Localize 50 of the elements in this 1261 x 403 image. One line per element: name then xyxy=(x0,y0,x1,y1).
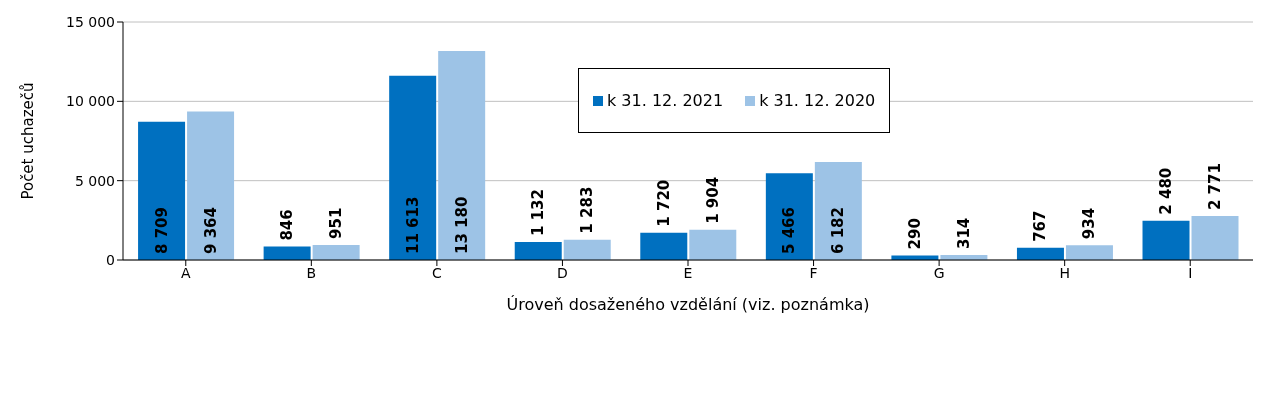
data-label: 1 904 xyxy=(703,176,722,224)
legend-label: k 31. 12. 2021 xyxy=(606,91,724,110)
bar xyxy=(765,173,813,260)
x-tick-label: A xyxy=(180,264,191,281)
data-label: 767 xyxy=(1031,210,1050,242)
data-label: 2 480 xyxy=(1157,167,1176,215)
x-tick-label: C xyxy=(432,264,442,281)
bar xyxy=(563,239,611,260)
bar xyxy=(187,111,235,260)
data-label: 6 182 xyxy=(829,207,848,254)
x-tick-label: D xyxy=(557,264,568,281)
bar xyxy=(814,161,862,260)
y-tick-label: 0 xyxy=(106,251,115,268)
bar xyxy=(138,121,186,260)
bar xyxy=(438,50,486,260)
data-label: 13 180 xyxy=(452,196,471,254)
bar xyxy=(312,244,360,260)
data-label: 11 613 xyxy=(403,196,422,254)
bar xyxy=(389,75,437,260)
data-label: 934 xyxy=(1080,207,1099,240)
data-label: 951 xyxy=(327,207,346,239)
x-axis-title: Úroveň dosaženého vzdělání (viz. poznámka) xyxy=(506,295,870,314)
x-tick-label: G xyxy=(933,264,945,281)
x-tick-label: B xyxy=(306,264,317,281)
data-label: 5 466 xyxy=(780,207,799,254)
bar xyxy=(1191,216,1239,260)
bar xyxy=(514,242,562,260)
data-label: 1 132 xyxy=(529,189,548,237)
bar xyxy=(689,229,737,260)
y-tick-label: 15 000 xyxy=(66,13,115,30)
y-axis-title: Počet uchazečů xyxy=(19,82,38,200)
x-tick-label: F xyxy=(809,264,818,281)
y-tick-label: 5 000 xyxy=(74,172,115,189)
data-label: 1 283 xyxy=(578,186,597,234)
data-label: 9 364 xyxy=(201,207,220,254)
data-label: 846 xyxy=(278,209,297,241)
data-label: 1 720 xyxy=(654,179,673,227)
bar xyxy=(1142,220,1190,260)
y-tick-label: 10 000 xyxy=(66,93,115,110)
bar xyxy=(1016,247,1064,260)
x-tick-label: H xyxy=(1059,264,1070,281)
x-tick-label: E xyxy=(683,264,693,281)
data-label: 290 xyxy=(905,218,924,250)
data-label: 314 xyxy=(954,217,973,250)
bar xyxy=(1065,245,1113,260)
bar xyxy=(640,232,688,260)
data-label: 8 709 xyxy=(152,207,171,254)
data-label: 2 771 xyxy=(1206,163,1225,211)
x-tick-label: I xyxy=(1188,264,1193,281)
legend-label: k 31. 12. 2020 xyxy=(758,91,876,110)
